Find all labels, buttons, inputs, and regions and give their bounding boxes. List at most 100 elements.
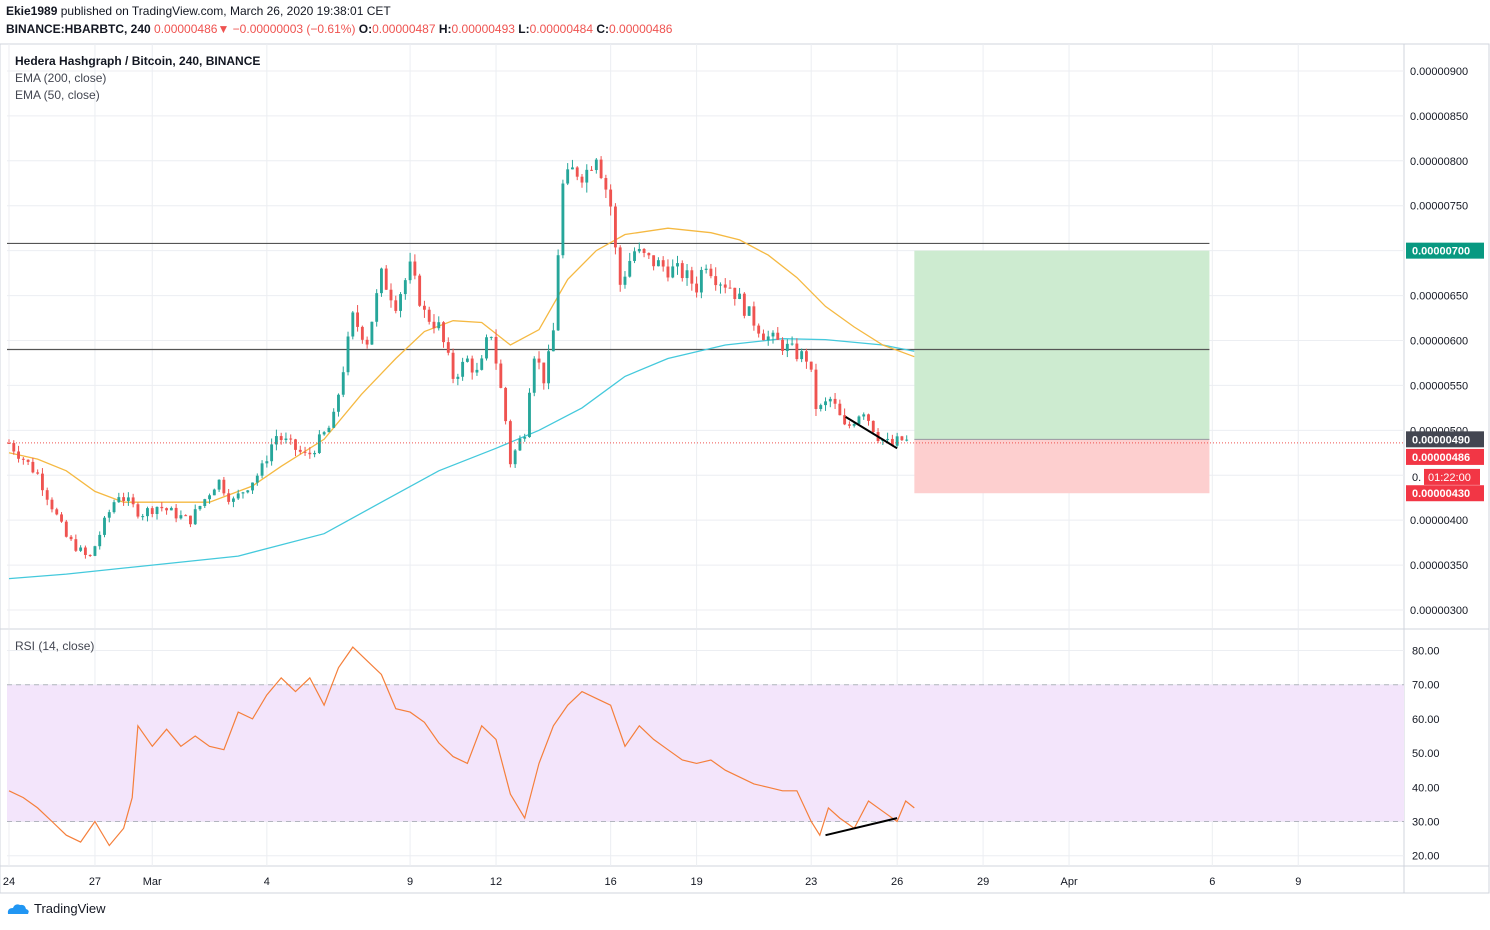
candle-body xyxy=(699,269,703,293)
candle-body xyxy=(399,294,402,311)
candle-body xyxy=(785,343,789,351)
x-tick-label: Apr xyxy=(1060,876,1077,888)
candle-body xyxy=(413,261,417,276)
candle-body xyxy=(776,332,780,340)
candle-body xyxy=(690,270,694,284)
candle-body xyxy=(623,276,627,285)
candle-body xyxy=(50,499,54,510)
candle-body xyxy=(594,159,598,171)
candle-body xyxy=(652,255,656,267)
x-tick-label: 9 xyxy=(407,876,413,888)
candle-body xyxy=(485,337,488,359)
down-arrow-icon: ▼ xyxy=(217,22,230,36)
candle-body xyxy=(781,339,784,351)
candle-body xyxy=(79,547,83,551)
candle-body xyxy=(317,434,321,453)
target-price-tag-bg xyxy=(1406,242,1484,259)
candle-body xyxy=(671,266,675,278)
current-price-tag: 0.00000486 xyxy=(1412,452,1470,464)
candle-body xyxy=(838,403,842,416)
close-value: 0.00000486 xyxy=(609,22,673,36)
ema50-legend[interactable]: EMA (50, close) xyxy=(15,88,100,102)
candle-body xyxy=(647,252,651,256)
x-tick-label: 16 xyxy=(605,876,617,888)
candle-body xyxy=(704,268,708,270)
candle-body xyxy=(174,507,178,519)
candle-body xyxy=(341,372,345,395)
rsi-tick-label: 70.00 xyxy=(1412,680,1440,692)
price-tick-label: 0.00000350 xyxy=(1410,560,1468,572)
candle-body xyxy=(227,493,231,502)
candle-body xyxy=(633,251,636,261)
candle-body xyxy=(270,444,274,462)
candle-body xyxy=(308,452,312,455)
candle-body xyxy=(298,449,302,452)
rsi-tick-label: 30.00 xyxy=(1412,817,1440,829)
candle-body xyxy=(370,321,374,345)
candle-body xyxy=(12,443,16,452)
candle-body xyxy=(437,322,441,329)
price-tick-label: 0.00000300 xyxy=(1410,605,1468,617)
candle-body xyxy=(905,439,909,441)
candle-body xyxy=(747,306,751,316)
tradingview-logo[interactable]: TradingView xyxy=(6,901,106,916)
candle-body xyxy=(728,287,732,289)
candle-body xyxy=(150,508,154,514)
price-change: −0.00000003 (−0.61%) xyxy=(232,22,356,36)
x-tick-label: 19 xyxy=(690,876,702,888)
candle-body xyxy=(714,276,718,286)
candle-body xyxy=(676,263,679,267)
price-tick-label: 0.00000800 xyxy=(1410,156,1468,168)
candle-body xyxy=(279,436,283,441)
candle-body xyxy=(45,490,49,500)
rsi-legend[interactable]: RSI (14, close) xyxy=(15,639,95,653)
high-label: H: xyxy=(438,22,452,36)
publisher-name[interactable]: Ekie1989 xyxy=(6,4,58,18)
candle-body xyxy=(231,498,235,502)
candle-body xyxy=(26,459,30,462)
candle-body xyxy=(198,505,202,510)
candle-body xyxy=(136,504,140,517)
rsi-line xyxy=(8,646,915,847)
candle-body xyxy=(465,358,469,362)
candle-body xyxy=(384,268,388,290)
rsi-tick-label: 50.00 xyxy=(1412,748,1440,760)
candle-body xyxy=(757,325,761,334)
candle-body xyxy=(494,336,498,364)
ema200-legend[interactable]: EMA (200, close) xyxy=(15,71,107,85)
candle-body xyxy=(442,322,445,343)
candle-body xyxy=(36,472,40,474)
candle-body xyxy=(380,268,383,294)
candle-body xyxy=(656,260,660,267)
candle-body xyxy=(886,438,890,440)
candle-body xyxy=(819,405,823,410)
candle-body xyxy=(847,424,851,426)
candle-body xyxy=(499,363,503,388)
candle-body xyxy=(31,461,35,473)
main-legend-title[interactable]: Hedera Hashgraph / Bitcoin, 240, BINANCE xyxy=(15,54,261,68)
candle-body xyxy=(126,497,130,502)
candle-body xyxy=(585,169,589,183)
rsi-tick-label: 40.00 xyxy=(1412,782,1440,794)
candle-body xyxy=(456,376,460,379)
candle-body xyxy=(762,333,765,341)
candle-body xyxy=(21,458,25,460)
price-tick-label: 0.00000850 xyxy=(1410,111,1468,123)
candle-body xyxy=(857,416,861,424)
candle-body xyxy=(160,506,164,509)
rsi-tick-label: 80.00 xyxy=(1412,646,1440,658)
loss-zone xyxy=(914,439,1210,494)
candle-body xyxy=(723,284,727,288)
candle-body xyxy=(69,536,73,540)
candle-body xyxy=(843,415,847,425)
current-price-tag-bg xyxy=(1406,448,1484,465)
countdown-label: 01:22:00 xyxy=(1428,472,1471,484)
candle-body xyxy=(809,361,813,370)
candle-body xyxy=(637,248,641,252)
candle-body xyxy=(98,534,102,547)
candle-body xyxy=(680,263,684,279)
candle-body xyxy=(547,351,551,384)
candle-body xyxy=(890,438,894,446)
candle-body xyxy=(504,387,508,422)
